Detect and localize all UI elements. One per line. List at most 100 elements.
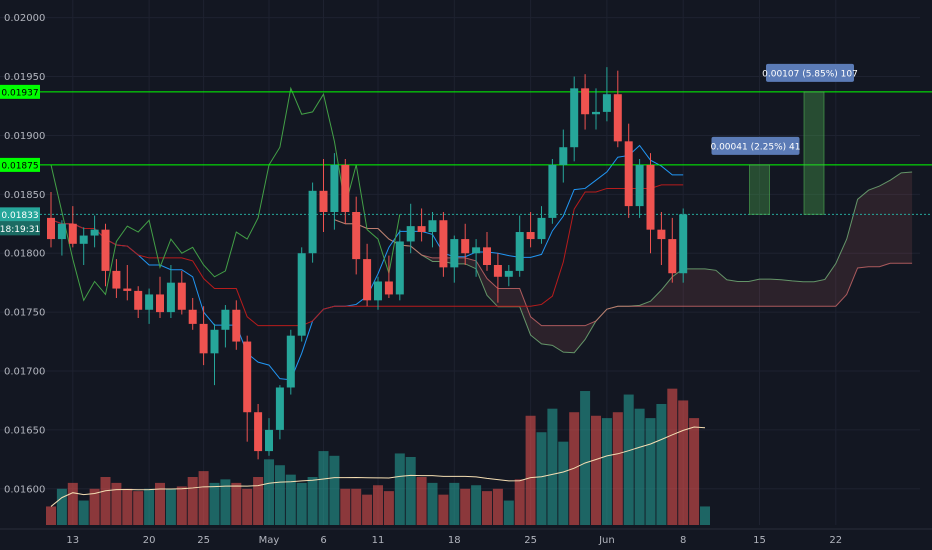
candle-body — [134, 290, 143, 310]
candle-body — [428, 220, 437, 233]
candles[interactable] — [47, 67, 688, 460]
grid — [0, 0, 920, 525]
volume-bar — [340, 488, 351, 525]
volume-ma-line — [50, 426, 706, 507]
cloud-fill — [334, 171, 913, 353]
span-a-line — [334, 171, 913, 354]
candle-body — [352, 212, 361, 260]
volume-bar — [133, 491, 144, 525]
volume-bar — [492, 488, 503, 525]
volume-bar — [122, 488, 133, 525]
volume-bar — [427, 482, 438, 525]
volume-bar — [460, 488, 471, 525]
volume-bar — [253, 477, 264, 525]
volume-bar — [558, 441, 569, 525]
x-tick-label: 8 — [680, 535, 686, 546]
volume-bars — [46, 388, 710, 525]
span-b-line — [334, 219, 913, 327]
candle-body — [635, 164, 644, 207]
candle-body — [188, 309, 197, 324]
volume-bar — [362, 494, 373, 525]
candle-body — [559, 147, 568, 165]
volume-bar — [601, 418, 612, 525]
measure-box — [749, 164, 770, 215]
x-axis: 13 20 25 May 6 11 18 25 Jun 8 15 22 — [0, 528, 932, 546]
candle-body — [286, 335, 295, 388]
volume-bar — [416, 477, 427, 525]
y-tick-label: 0.01900 — [4, 131, 45, 142]
candle-body — [504, 270, 513, 277]
candle-body — [526, 232, 535, 240]
candle-body — [592, 111, 600, 115]
y-tick-label: 0.01850 — [4, 190, 45, 201]
volume-bar — [394, 453, 405, 525]
volume-bar — [307, 477, 318, 525]
candle-body — [395, 241, 404, 295]
measure-label-bg — [711, 136, 800, 155]
volume-bar — [296, 482, 307, 525]
candle-body — [472, 247, 481, 254]
volume-bar — [591, 415, 601, 525]
candle-body — [646, 164, 655, 230]
candle-body — [265, 429, 273, 452]
horizontal-levels[interactable]: 0.01937 0.01875 0.01833 18:19:31 — [0, 84, 932, 236]
candle-body — [374, 281, 382, 301]
candle-body — [297, 253, 306, 336]
measure-callouts[interactable]: 0.00041 (2.25%) 41 0.00107 (5.85%) 107 — [710, 63, 858, 215]
y-tick-label: 0.01800 — [4, 249, 45, 260]
candle-body — [275, 387, 284, 430]
volume-bar — [285, 474, 296, 525]
candle-body — [145, 294, 154, 310]
measure-label-text: 0.00107 (5.85%) 107 — [762, 69, 858, 79]
volume-bar — [78, 500, 89, 525]
x-tick-label: 15 — [753, 535, 766, 546]
candle-body — [123, 288, 132, 291]
countdown-tag — [0, 221, 40, 236]
candle-body — [232, 309, 241, 342]
volume-bar — [144, 488, 155, 525]
level-tag — [0, 84, 40, 99]
volume-bar — [67, 482, 78, 525]
candle-body — [679, 214, 688, 274]
candle-body — [668, 239, 677, 274]
candle-body — [254, 412, 263, 452]
candle-body — [308, 190, 317, 254]
x-tick-label: 25 — [197, 535, 210, 546]
candle-body — [461, 239, 470, 254]
candle-body — [68, 223, 77, 244]
level-tag-text: 0.01875 — [1, 161, 38, 171]
volume-bar — [100, 477, 111, 525]
candle-body — [602, 94, 611, 112]
candle-body — [156, 294, 164, 313]
volume-bar — [209, 482, 220, 525]
volume-bar — [656, 403, 667, 525]
candle-body — [57, 223, 66, 240]
volume-bar — [623, 394, 634, 525]
y-tick-label: 0.01600 — [4, 484, 45, 495]
volume-bar — [187, 477, 198, 525]
y-tick-label: 0.02000 — [4, 13, 45, 24]
volume-bar — [155, 482, 165, 525]
measure-box — [803, 91, 825, 215]
x-tick-label: 22 — [829, 535, 842, 546]
volume-bar — [176, 486, 187, 525]
level-tag — [0, 157, 40, 172]
x-tick-label: Jun — [598, 535, 615, 546]
candle-body — [166, 282, 175, 313]
volume-bar — [645, 418, 656, 525]
volume-bar — [405, 456, 416, 525]
volume-bar — [482, 491, 492, 525]
candle-body — [243, 341, 252, 413]
volume-bar — [525, 415, 536, 525]
ichimoku-cloud — [334, 171, 913, 354]
volume-bar — [514, 479, 525, 525]
candle-body — [548, 164, 557, 218]
volume-bar — [700, 506, 710, 525]
volume-bar — [612, 412, 623, 525]
x-tick-label: 18 — [448, 535, 461, 546]
candle-body — [483, 247, 491, 265]
candle-body — [210, 329, 219, 354]
x-tick-label: 11 — [372, 535, 385, 546]
